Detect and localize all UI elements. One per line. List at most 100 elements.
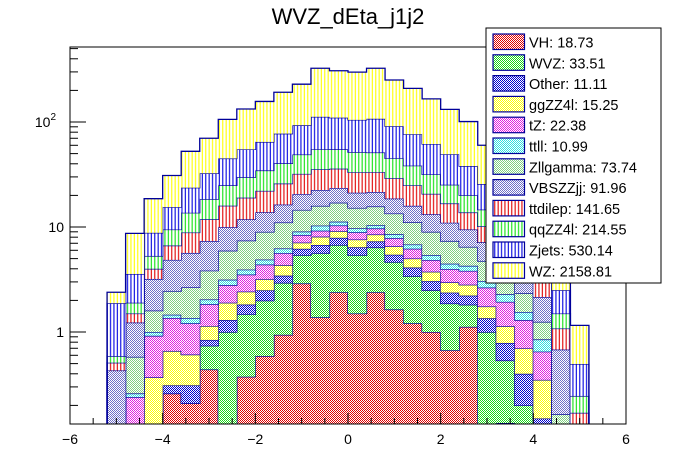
bar-vbszzjj-bin-5 [181,252,200,288]
bar-ttll-bin-19 [440,263,460,270]
bar-qqzz4l-bin-17 [403,165,423,186]
bar-zllgamma-bin-20 [459,246,478,266]
bar-ggzz4l-bin-23 [514,348,534,374]
bar-wz-bin-2 [125,233,145,274]
bar-wvz-bin-12 [310,253,330,318]
bar-zllgamma-bin-17 [403,222,423,245]
bar-zllgamma-bin-6 [199,270,219,300]
bar-vbszzjj-bin-11 [292,194,311,210]
bar-tz-bin-22 [496,301,515,327]
bar-vh-bin-20 [459,326,478,424]
bar-zllgamma-bin-5 [181,287,200,318]
bar-tz-bin-8 [236,274,256,292]
bar-ggzz4l-bin-21 [477,306,497,319]
bar-ttll-bin-4 [162,314,182,318]
bar-zllgamma-bin-3 [144,310,163,333]
bar-ttdilep-bin-18 [422,193,441,215]
legend-entry-other: Other: 11.11 [492,74,607,93]
bar-qqzz4l-bin-12 [310,149,330,170]
bar-qqzz4l-bin-13 [329,149,348,169]
bar-qqzz4l-bin-15 [366,152,386,173]
bar-zjets-bin-14 [348,119,367,153]
bar-ttll-bin-13 [329,221,348,226]
x-tick-label: 2 [437,431,445,447]
bar-ttdilep-bin-4 [162,245,182,260]
y-tick-label: 102 [35,112,57,130]
bar-other-bin-4 [162,385,182,394]
bar-vbszzjj-bin-6 [199,241,219,271]
bar-tz-bin-18 [422,260,441,272]
bar-ttll-bin-3 [144,332,163,336]
bar-tz-bin-3 [144,335,163,378]
bar-ttll-bin-9 [255,259,274,265]
bar-ggzz4l-bin-9 [255,279,274,291]
y-tick-label: 10 [48,219,64,235]
bar-wz-bin-16 [385,80,404,127]
series-wz [106,67,590,424]
bar-vbszzjj-bin-12 [310,190,330,206]
bar-qqzz4l-bin-5 [181,212,200,233]
bar-vh-bin-19 [440,350,460,424]
bar-zjets-bin-1 [107,303,126,357]
bar-other-bin-15 [366,241,386,248]
bar-ttdilep-bin-8 [236,197,256,220]
bar-zjets-bin-4 [162,207,182,230]
bar-zjets-bin-16 [385,126,404,159]
bar-tz-bin-13 [329,225,348,232]
bar-ttll-bin-5 [181,317,200,324]
bar-ttdilep-bin-7 [218,205,237,228]
bar-zjets-bin-18 [422,144,441,175]
legend-entry-vbszzjj: VBSZZjj: 91.96 [492,179,627,197]
bar-ggzz4l-bin-13 [329,231,348,238]
bar-other-bin-14 [348,247,367,256]
bar-qqzz4l-bin-2 [125,302,145,314]
bar-zllgamma-bin-24 [533,321,552,340]
bar-vh-bin-8 [236,376,256,424]
bar-wvz-bin-22 [496,360,515,423]
bar-other-bin-18 [422,281,441,291]
bar-tz-bin-4 [162,317,182,351]
bar-ttdilep-bin-15 [366,172,386,193]
bar-zllgamma-bin-19 [440,240,460,264]
bar-zjets-bin-25 [551,290,571,314]
bar-vh-bin-16 [385,309,404,424]
bar-ttdilep-bin-1 [107,362,126,371]
bar-other-bin-23 [514,373,534,406]
legend-swatch [492,262,526,279]
bar-qqzz4l-bin-6 [199,199,219,220]
bar-zjets-bin-5 [181,187,200,213]
bar-zllgamma-bin-23 [514,293,534,313]
bar-zllgamma-bin-12 [310,205,330,226]
bar-ttdilep-bin-13 [329,168,348,189]
bar-ttdilep-bin-25 [551,328,571,350]
bar-zjets-bin-12 [310,116,330,150]
bar-tz-bin-7 [218,285,237,303]
bar-vbszzjj-bin-15 [366,192,386,207]
bar-wz-bin-19 [440,109,460,155]
legend-entry-wz: WZ: 2158.81 [492,262,612,280]
bar-zllgamma-bin-4 [162,290,182,315]
bar-ttdilep-bin-9 [255,190,274,213]
bar-qqzz4l-bin-20 [459,195,478,213]
bar-ttdilep-bin-17 [403,185,423,206]
bar-ggzz4l-bin-17 [403,258,423,268]
bar-ttdilep-bin-2 [125,313,145,323]
legend-label: Other: 11.11 [529,77,607,93]
y-tick-base: 10 [35,114,51,130]
bar-zjets-bin-6 [199,173,219,200]
bar-vbszzjj-bin-14 [348,192,367,208]
bar-qqzz4l-bin-9 [255,170,274,191]
bar-qqzz4l-bin-14 [348,152,367,173]
bar-ttll-bin-23 [514,312,534,321]
bar-wz-bin-6 [199,138,219,174]
bar-ttdilep-bin-10 [273,183,293,205]
series-vh [162,282,516,424]
bar-ttll-bin-6 [199,299,219,305]
bar-ttdilep-bin-19 [440,203,460,223]
bar-other-bin-8 [236,304,256,315]
bar-wvz-bin-20 [459,304,478,327]
series-wvz [162,244,534,424]
bar-tz-bin-19 [440,269,460,283]
legend: VH: 18.73 WVZ: 33.51 Other: 11.11 ggZZ4l: 1… [485,27,662,284]
